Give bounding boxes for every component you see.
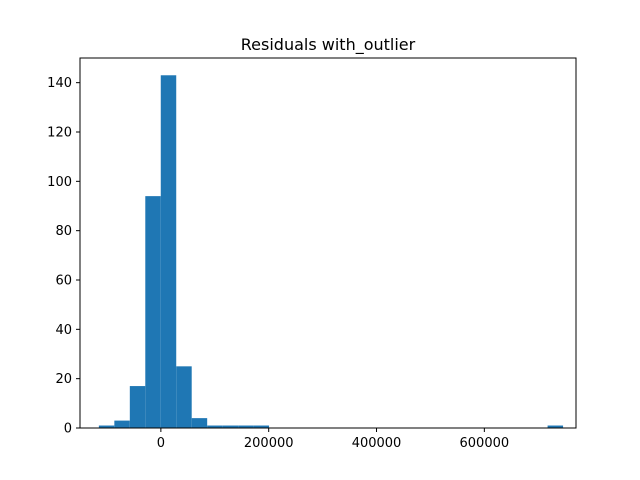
histogram-bar-29 — [547, 425, 564, 428]
y-axis-ticks: 0 20 40 60 80 100 120 140 — [47, 76, 80, 437]
y-tick-label-7: 140 — [47, 76, 72, 91]
y-tick-label-0: 0 — [64, 422, 72, 437]
y-tick-label-2: 40 — [55, 323, 72, 338]
x-axis-ticks: 0 200000 400000 600000 — [157, 428, 509, 451]
histogram-bar-1 — [114, 420, 130, 428]
y-tick-label-4: 80 — [55, 224, 72, 239]
y-tick-label-6: 120 — [47, 126, 72, 141]
x-tick-label-0: 0 — [157, 436, 165, 451]
bars-group — [98, 75, 564, 429]
histogram-bar-10 — [253, 425, 270, 428]
histogram-bar-8 — [222, 425, 239, 428]
histogram-bar-9 — [238, 425, 254, 428]
y-tick-label-1: 20 — [55, 372, 72, 387]
x-tick-label-2: 400000 — [352, 436, 402, 451]
histogram-bar-0 — [98, 425, 115, 428]
histogram-bar-7 — [207, 425, 223, 428]
histogram-bar-4 — [160, 75, 177, 429]
x-tick-label-3: 600000 — [460, 436, 510, 451]
x-tick-label-1: 200000 — [244, 436, 294, 451]
histogram-bar-3 — [145, 196, 161, 428]
histogram-bar-6 — [191, 418, 208, 428]
histogram-bar-2 — [129, 386, 146, 428]
histogram-bar-5 — [176, 366, 192, 428]
axes-frame — [79, 57, 577, 429]
chart-title: Residuals with_outlier — [241, 35, 416, 55]
y-tick-label-5: 100 — [47, 175, 72, 190]
y-tick-label-3: 60 — [55, 274, 72, 289]
